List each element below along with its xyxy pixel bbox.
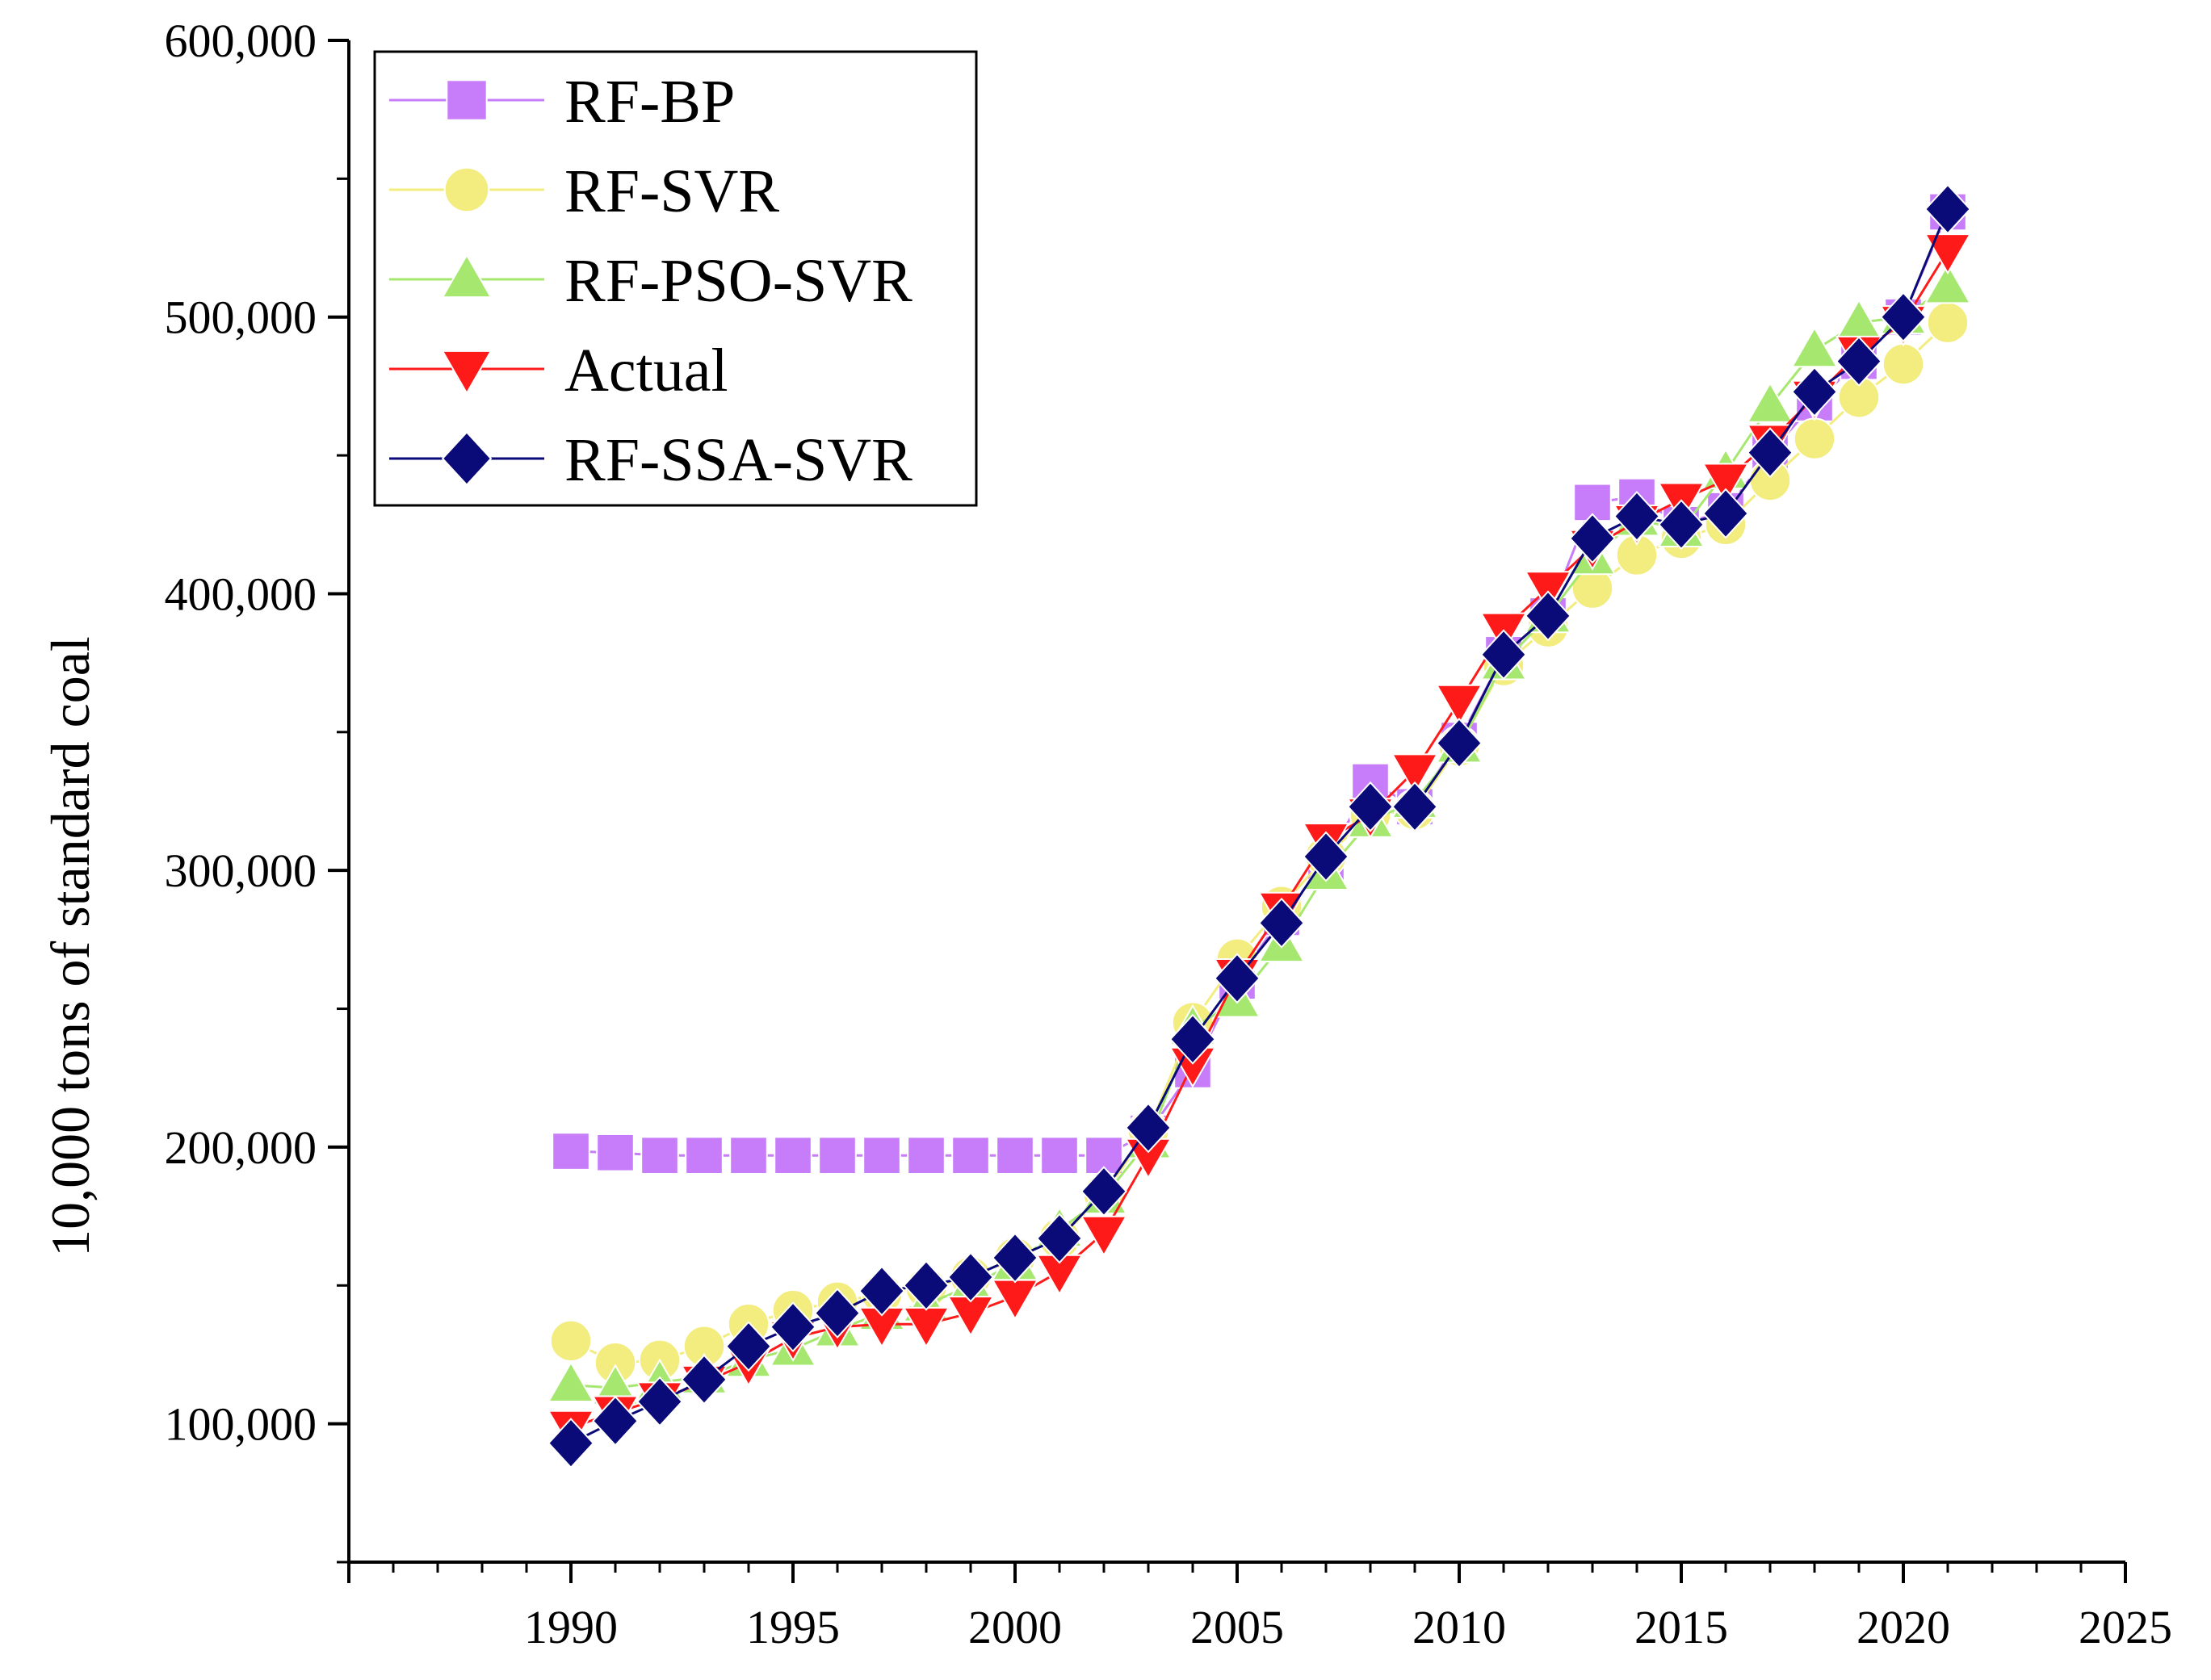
data-point bbox=[1040, 1136, 1079, 1175]
x-tick-label: 2005 bbox=[1190, 1601, 1284, 1653]
data-point bbox=[1836, 336, 1882, 388]
y-tick-label: 500,000 bbox=[165, 291, 317, 344]
legend-item: Actual bbox=[389, 337, 728, 404]
data-point bbox=[1701, 463, 1750, 505]
legend-item: RF-SVR bbox=[389, 157, 779, 225]
legend-label: Actual bbox=[564, 337, 728, 404]
x-tick-label: 2000 bbox=[968, 1601, 1062, 1653]
data-point bbox=[1924, 262, 1972, 304]
legend-label: RF-PSO-SVR bbox=[564, 247, 913, 315]
data-point bbox=[640, 1136, 679, 1175]
x-tick-label: 2020 bbox=[1856, 1601, 1950, 1653]
data-point bbox=[1036, 1213, 1083, 1264]
data-point bbox=[992, 1232, 1038, 1284]
data-point bbox=[1391, 753, 1439, 795]
data-point bbox=[1926, 301, 1970, 344]
data-point bbox=[1793, 417, 1836, 460]
legend-marker bbox=[441, 253, 493, 299]
data-point bbox=[1790, 326, 1839, 368]
y-axis-title: 10,000 tons of standard coal bbox=[40, 636, 101, 1257]
data-point bbox=[1214, 953, 1261, 1004]
data-point bbox=[862, 1136, 901, 1175]
x-tick-label: 1995 bbox=[746, 1601, 840, 1653]
data-point bbox=[592, 1395, 639, 1447]
x-tick-label: 1990 bbox=[524, 1601, 618, 1653]
data-point bbox=[1791, 366, 1838, 417]
data-point bbox=[1125, 1102, 1172, 1154]
data-point bbox=[1258, 897, 1305, 949]
data-point bbox=[1435, 684, 1483, 726]
legend-marker bbox=[441, 431, 493, 486]
y-tick-label: 300,000 bbox=[165, 844, 317, 897]
y-tick-label: 600,000 bbox=[165, 15, 317, 67]
y-tick-label: 200,000 bbox=[165, 1121, 317, 1174]
data-point bbox=[818, 1136, 857, 1175]
data-point bbox=[814, 1288, 861, 1339]
legend-marker bbox=[441, 350, 493, 395]
data-point bbox=[996, 1136, 1034, 1175]
data-point bbox=[685, 1136, 724, 1175]
data-point bbox=[774, 1136, 812, 1175]
data-point bbox=[636, 1376, 683, 1427]
x-tick-label: 2015 bbox=[1634, 1601, 1728, 1653]
data-point bbox=[1347, 781, 1394, 832]
x-tick-label: 2010 bbox=[1412, 1601, 1506, 1653]
series-rf-ssa-svr bbox=[548, 183, 1971, 1469]
data-point bbox=[903, 1259, 950, 1311]
data-point bbox=[1924, 233, 1972, 275]
legend-marker bbox=[443, 166, 490, 213]
legend-item: RF-PSO-SVR bbox=[389, 247, 913, 315]
data-point bbox=[1303, 831, 1349, 882]
data-point bbox=[1080, 1215, 1128, 1257]
data-point bbox=[725, 1321, 772, 1372]
data-point bbox=[596, 1133, 635, 1172]
data-point bbox=[1525, 590, 1571, 642]
legend-label: RF-BP bbox=[564, 68, 735, 136]
legend-label: RF-SVR bbox=[564, 157, 779, 225]
series-layer bbox=[547, 183, 1972, 1469]
data-point bbox=[548, 1418, 594, 1469]
data-point bbox=[947, 1251, 994, 1303]
y-tick-label: 400,000 bbox=[165, 568, 317, 620]
data-point bbox=[858, 1265, 905, 1317]
legend-item: RF-SSA-SVR bbox=[389, 426, 913, 494]
data-point bbox=[552, 1132, 590, 1171]
data-point bbox=[951, 1136, 990, 1175]
data-point bbox=[1658, 499, 1705, 551]
data-point bbox=[1436, 718, 1483, 769]
legend-label: RF-SSA-SVR bbox=[564, 426, 913, 494]
data-point bbox=[1613, 491, 1660, 542]
axes: 1990 1995 2000 2005 2010 2015 2020 2025 100,000 2… bbox=[40, 15, 2172, 1653]
legend-marker bbox=[446, 79, 488, 121]
data-point bbox=[1391, 781, 1438, 832]
data-point bbox=[1169, 1013, 1216, 1065]
data-point bbox=[549, 1319, 593, 1363]
data-point bbox=[1702, 488, 1749, 539]
x-tick-label: 2025 bbox=[2079, 1601, 2172, 1653]
data-point bbox=[1746, 381, 1794, 423]
data-point bbox=[1880, 291, 1927, 343]
data-point bbox=[729, 1136, 768, 1175]
y-tick-label: 100,000 bbox=[165, 1398, 317, 1451]
data-point bbox=[1747, 427, 1794, 479]
legend-item: RF-BP bbox=[389, 68, 735, 136]
data-point bbox=[902, 1306, 950, 1348]
data-point bbox=[1924, 183, 1971, 235]
data-point bbox=[547, 1361, 595, 1403]
data-point bbox=[681, 1354, 728, 1406]
data-point bbox=[991, 1279, 1039, 1321]
data-point bbox=[907, 1136, 946, 1175]
data-point bbox=[1480, 629, 1527, 681]
data-point bbox=[770, 1301, 816, 1353]
data-point bbox=[1569, 513, 1616, 564]
legend: RF-BP RF-SVR RF-PSO-SVR Actual RF-SSA-SVR bbox=[373, 50, 978, 507]
data-point bbox=[1080, 1166, 1127, 1217]
data-point bbox=[1882, 342, 1925, 386]
